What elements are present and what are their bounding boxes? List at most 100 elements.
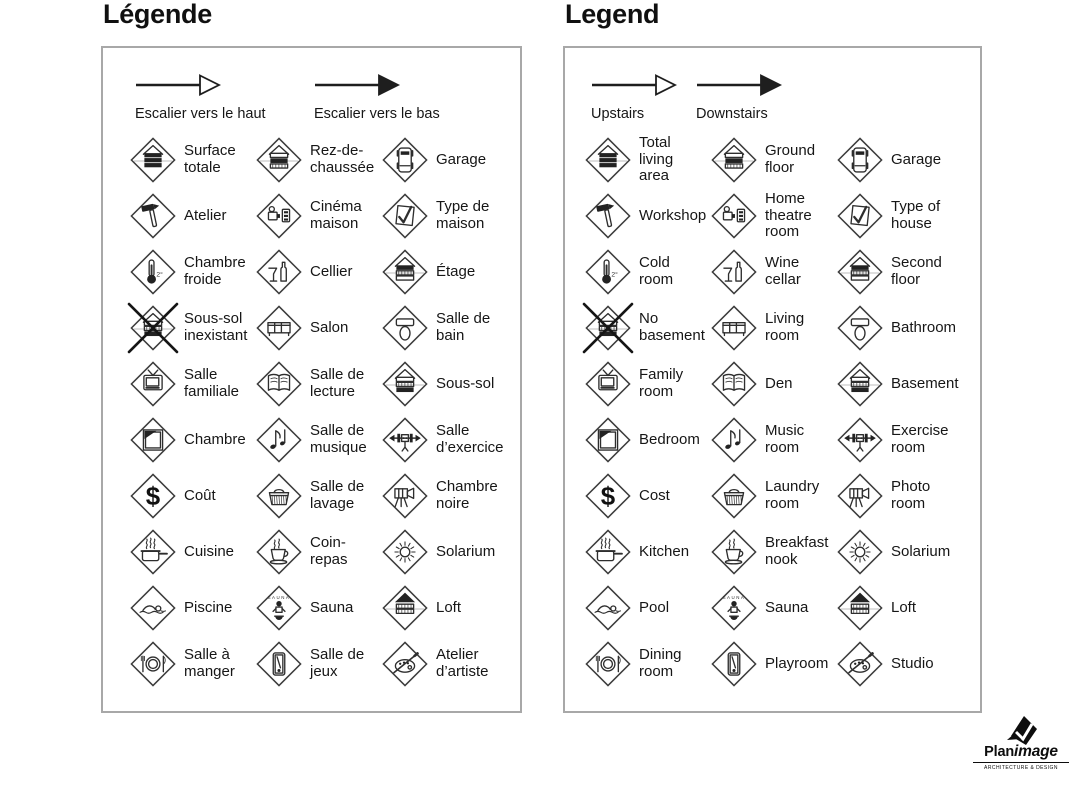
legend-item-den: Salle de lecture — [256, 361, 382, 407]
stairs-down-arrow: Escalier vers le bas — [314, 74, 440, 122]
projector-icon — [711, 193, 757, 239]
hammer-icon — [130, 193, 176, 239]
tv-icon — [585, 361, 631, 407]
legend-item-label: Photo room — [891, 478, 931, 512]
legend-item-exercise-room: Exercise room — [837, 417, 963, 463]
house-second-floor-icon — [382, 249, 428, 295]
brand-bold: Plan — [984, 744, 1014, 760]
legend-item-label: Second floor — [891, 254, 942, 288]
sun-icon — [837, 529, 883, 575]
swimmer-icon — [130, 585, 176, 631]
legend-item-label: Salle de musique — [310, 422, 367, 456]
legend-item-label: Music room — [765, 422, 805, 456]
pool-table-icon — [256, 641, 302, 687]
legend-item-label: Rez-de- chaussée — [310, 142, 375, 176]
plate-cutlery-icon — [585, 641, 631, 687]
open-book-icon — [711, 361, 757, 407]
legend-item-bedroom: Chambre — [130, 417, 256, 463]
legend-item-label: Atelier — [184, 206, 227, 224]
legend-item-label: Dining room — [639, 646, 682, 680]
legend-item-bedroom: Bedroom — [585, 417, 711, 463]
legend-item-label: Loft — [436, 598, 462, 616]
legend-item-label: Chambre froide — [184, 254, 246, 288]
legend-item-label: Étage — [436, 262, 476, 280]
legend-item-label: Cost — [639, 486, 670, 504]
legend-item-label: Pool — [639, 598, 670, 616]
sauna-person-icon: SAUNA — [711, 585, 757, 631]
arrow-label: Escalier vers le bas — [314, 106, 440, 122]
legend-item-label: Family room — [639, 366, 684, 400]
arrow-outline-icon — [591, 74, 678, 100]
legend-item-label: Salle familiale — [184, 366, 240, 400]
legend-item-label: Cinéma maison — [310, 198, 362, 232]
legend-item-sauna: SAUNA Sauna — [256, 585, 382, 631]
svg-text:2°: 2° — [611, 270, 618, 278]
stairs-up-arrow: Upstairs — [591, 74, 678, 122]
legend-item-label: Workshop — [639, 206, 707, 224]
legend-item-label: Wine cellar — [765, 254, 801, 288]
legend-item-pool: Piscine — [130, 585, 256, 631]
thermometer-icon: 2° — [130, 249, 176, 295]
legend-items-grid: Total living area Ground floor Garage Works… — [582, 132, 963, 692]
legend-item-label: Exercise room — [891, 422, 949, 456]
legend-item-label: Chambre — [184, 430, 246, 448]
legend-item-wine-cellar: Wine cellar — [711, 249, 837, 295]
legend-item-label: Sous-sol — [436, 374, 495, 392]
legend-item-playroom: Salle de jeux — [256, 641, 382, 687]
legend-item-label: Salle à manger — [184, 646, 235, 680]
legend-item-label: Loft — [891, 598, 917, 616]
legend-item-living-room: Salon — [256, 305, 382, 351]
legend-panel-french: Escalier vers le haut Escalier vers le ba… — [101, 46, 522, 713]
legend-item-second-floor: Second floor — [837, 249, 963, 295]
legend-item-label: Cuisine — [184, 542, 235, 560]
legend-item-cost: $ Cost — [585, 473, 711, 519]
legend-item-type-of-house: Type of house — [837, 193, 963, 239]
barbell-icon — [382, 417, 428, 463]
house-crossed-icon — [127, 302, 179, 354]
sofa-icon — [711, 305, 757, 351]
sauna-person-icon: SAUNA — [256, 585, 302, 631]
dollar-icon: $ — [130, 473, 176, 519]
legend-item-ground-floor: Ground floor — [711, 137, 837, 183]
house-basement-icon — [837, 361, 883, 407]
arrow-filled-icon — [696, 74, 783, 100]
legend-item-label: Salon — [310, 318, 349, 336]
legend-item-workshop: Atelier — [130, 193, 256, 239]
legend-item-label: Basement — [891, 374, 959, 392]
legend-item-type-of-house: Type de maison — [382, 193, 508, 239]
house-layers-filled-icon — [130, 137, 176, 183]
legend-item-cold-room: 2° Cold room — [585, 249, 711, 295]
legend-item-photo-room: Chambre noire — [382, 473, 508, 519]
legend-item-label: Laundry room — [765, 478, 820, 512]
house-layers-filled-icon — [585, 137, 631, 183]
legend-item-laundry-room: Salle de lavage — [256, 473, 382, 519]
car-icon — [382, 137, 428, 183]
legend-item-garage: Garage — [382, 137, 508, 183]
legend-item-label: Garage — [436, 150, 487, 168]
legend-item-label: Salle de bain — [436, 310, 491, 344]
legend-item-total-living-area: Total living area — [585, 134, 711, 185]
legend-item-ground-floor: Rez-de- chaussée — [256, 137, 382, 183]
legend-item-no-basement: Sous-sol inexistant — [127, 302, 256, 354]
palette-icon — [382, 641, 428, 687]
cooking-pot-icon — [130, 529, 176, 575]
planimage-tagline: ARCHITECTURE & DESIGN — [973, 762, 1069, 771]
legend-item-photo-room: Photo room — [837, 473, 963, 519]
dollar-icon: $ — [585, 473, 631, 519]
svg-text:SAUNA: SAUNA — [268, 595, 291, 600]
legend-item-den: Den — [711, 361, 837, 407]
legend-item-label: Playroom — [765, 654, 829, 672]
sofa-icon — [256, 305, 302, 351]
legend-item-family-room: Family room — [585, 361, 711, 407]
planimage-emblem-icon — [1007, 716, 1037, 745]
svg-text:SAUNA: SAUNA — [723, 595, 746, 600]
thermometer-icon: 2° — [585, 249, 631, 295]
wine-icon — [256, 249, 302, 295]
camera-tripod-icon — [837, 473, 883, 519]
legend-item-garage: Garage — [837, 137, 963, 183]
legend-item-label: Coût — [184, 486, 216, 504]
arrow-label: Downstairs — [696, 106, 768, 122]
legend-item-label: Solarium — [436, 542, 496, 560]
legend-item-music-room: Salle de musique — [256, 417, 382, 463]
